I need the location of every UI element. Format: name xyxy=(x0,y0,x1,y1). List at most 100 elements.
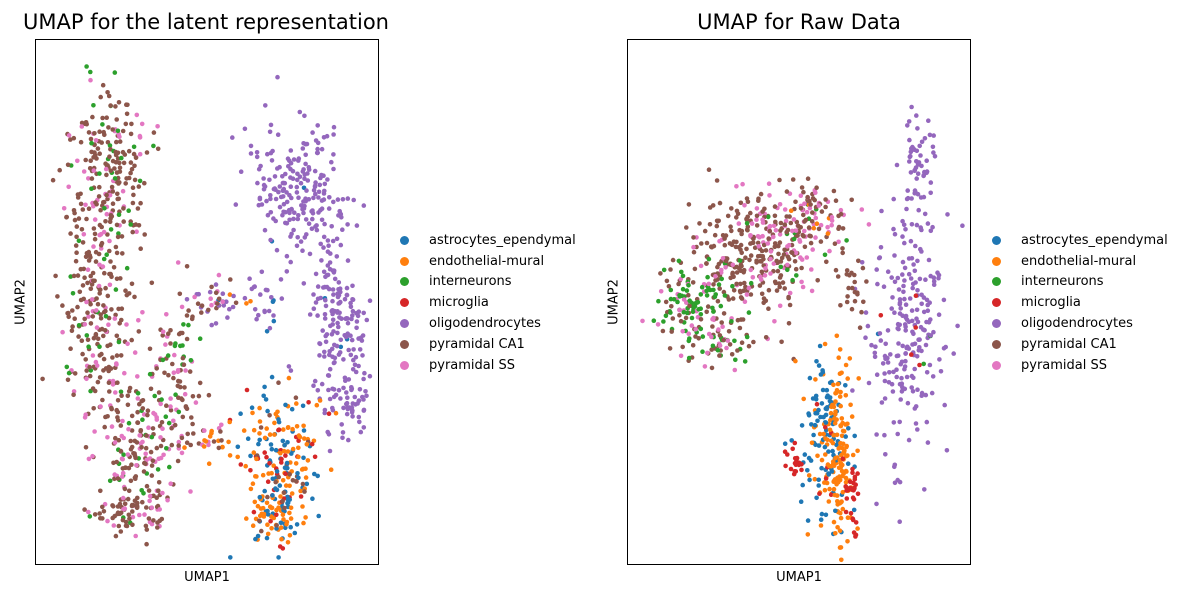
scatter-point xyxy=(109,184,115,190)
scatter-point xyxy=(144,433,149,438)
scatter-point xyxy=(219,422,224,428)
scatter-point xyxy=(810,210,815,215)
scatter-point xyxy=(256,166,262,172)
scatter-point xyxy=(739,231,744,237)
scatter-point xyxy=(346,437,351,443)
scatter-point xyxy=(759,291,765,297)
scatter-point xyxy=(83,157,88,163)
scatter-point xyxy=(666,284,672,289)
scatter-point xyxy=(155,146,161,152)
scatter-point xyxy=(335,310,340,315)
scatter-point xyxy=(913,421,919,426)
scatter-point xyxy=(245,436,251,442)
legend-marker xyxy=(992,339,1001,349)
scatter-point xyxy=(135,495,140,501)
scatter-point xyxy=(248,143,254,149)
scatter-point xyxy=(748,233,753,238)
scatter-point xyxy=(910,342,915,347)
scatter-point xyxy=(736,221,742,226)
scatter-point xyxy=(119,155,124,161)
scatter-point xyxy=(90,453,95,459)
scatter-point xyxy=(792,469,798,474)
scatter-point xyxy=(824,259,829,265)
scatter-point xyxy=(717,333,723,338)
scatter-point xyxy=(897,297,903,302)
scatter-point xyxy=(852,279,857,285)
scatter-point xyxy=(721,311,727,316)
scatter-point xyxy=(801,189,806,195)
scatter-point xyxy=(930,374,936,379)
scatter-point xyxy=(837,528,843,533)
scatter-point xyxy=(840,506,846,512)
scatter-point xyxy=(327,396,333,402)
scatter-point xyxy=(307,251,313,257)
scatter-point xyxy=(97,344,102,350)
scatter-point xyxy=(705,274,710,280)
scatter-point xyxy=(786,321,792,326)
scatter-point xyxy=(813,393,819,399)
scatter-point xyxy=(86,456,92,462)
scatter-point xyxy=(300,403,306,409)
scatter-point xyxy=(814,495,819,501)
scatter-point xyxy=(109,424,115,429)
scatter-point xyxy=(744,246,749,252)
scatter-point xyxy=(832,420,838,426)
scatter-point xyxy=(838,389,843,395)
scatter-point xyxy=(109,274,114,280)
scatter-point xyxy=(805,176,811,181)
scatter-point xyxy=(763,298,769,304)
scatter-point xyxy=(727,241,733,246)
scatter-point xyxy=(248,299,253,304)
scatter-point xyxy=(926,257,932,263)
scatter-point xyxy=(346,347,352,353)
scatter-point xyxy=(698,317,704,322)
scatter-point xyxy=(209,302,214,308)
scatter-point xyxy=(176,331,182,337)
scatter-point xyxy=(100,82,106,88)
scatter-point xyxy=(362,370,367,376)
scatter-point xyxy=(739,250,744,256)
scatter-point xyxy=(348,304,354,310)
legend-label: oligodendrocytes xyxy=(1021,316,1133,332)
scatter-point xyxy=(65,311,70,316)
scatter-point xyxy=(827,463,832,469)
scatter-point xyxy=(853,482,858,488)
scatter-point xyxy=(191,431,196,436)
scatter-point xyxy=(242,126,248,132)
scatter-point xyxy=(675,299,680,305)
scatter-point xyxy=(105,518,110,524)
scatter-point xyxy=(863,310,869,315)
scatter-point xyxy=(790,446,795,452)
scatter-point xyxy=(781,252,787,257)
scatter-point xyxy=(677,313,682,318)
scatter-point xyxy=(351,197,357,203)
scatter-point xyxy=(120,474,125,479)
scatter-point xyxy=(686,331,691,337)
scatter-point xyxy=(681,309,687,315)
scatter-point xyxy=(140,499,145,505)
scatter-point xyxy=(892,462,898,468)
scatter-point xyxy=(85,267,91,272)
scatter-point xyxy=(184,336,190,342)
scatter-point xyxy=(658,271,663,276)
scatter-point xyxy=(813,377,818,382)
scatter-point xyxy=(286,164,291,169)
scatter-point xyxy=(124,322,129,327)
scatter-point xyxy=(94,296,99,301)
scatter-point xyxy=(747,257,752,263)
scatter-point xyxy=(179,304,185,310)
scatter-point xyxy=(262,435,268,441)
scatter-point xyxy=(301,281,307,286)
scatter-point xyxy=(783,218,789,224)
scatter-point xyxy=(844,488,849,493)
scatter-point xyxy=(924,297,930,303)
scatter-point xyxy=(291,216,296,222)
scatter-point xyxy=(848,511,854,516)
scatter-point xyxy=(242,295,248,301)
scatter-point xyxy=(335,294,341,300)
scatter-point xyxy=(873,344,878,350)
scatter-point xyxy=(323,303,329,309)
scatter-point xyxy=(114,250,120,256)
scatter-point xyxy=(113,149,118,155)
scatter-point xyxy=(100,504,105,510)
